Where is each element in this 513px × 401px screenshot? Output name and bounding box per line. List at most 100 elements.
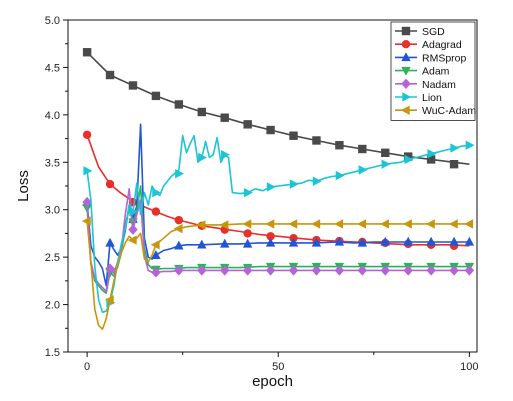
- series-point-rmsprop: [311, 237, 322, 247]
- series-point-wuc-adam: [81, 216, 91, 226]
- series-point-lion: [404, 154, 414, 165]
- series-point-lion: [289, 179, 299, 189]
- series-point-nadam: [128, 224, 138, 235]
- series-point-lion: [83, 166, 93, 176]
- series-point-rmsprop: [105, 237, 115, 247]
- series-point-rmsprop: [449, 236, 459, 246]
- legend-label: WuC-Adam: [422, 105, 476, 117]
- series-point-nadam: [242, 265, 253, 276]
- series-point-nadam: [288, 265, 299, 276]
- y-axis-title: Loss: [15, 170, 32, 202]
- y-tick-label: 3.0: [45, 205, 60, 217]
- series-point-wuc-adam: [150, 240, 160, 250]
- series-point-sgd: [82, 48, 92, 57]
- series-point-lion: [335, 170, 345, 181]
- legend-label: Nadam: [422, 79, 456, 91]
- x-tick-label: 0: [84, 361, 90, 373]
- series-point-wuc-adam: [311, 219, 321, 229]
- series-point-wuc-adam: [448, 219, 458, 229]
- series-wuc-adam: [81, 216, 474, 331]
- legend-entry-lion: Lion: [395, 92, 442, 104]
- series-nadam: [82, 188, 475, 293]
- legend-entry-rmsprop: RMSprop: [395, 52, 467, 64]
- series-point-sgd: [243, 120, 252, 129]
- legend-label: Adam: [422, 66, 450, 78]
- series-point-nadam: [197, 265, 207, 276]
- series-point-wuc-adam: [173, 223, 183, 234]
- series-point-adagrad: [266, 232, 275, 241]
- legend-swatch-marker: [401, 78, 411, 89]
- series-point-rmsprop: [426, 236, 436, 246]
- series-point-wuc-adam: [334, 219, 344, 229]
- series-point-nadam: [449, 265, 459, 276]
- series-point-sgd: [358, 144, 367, 154]
- series-point-sgd: [449, 159, 459, 169]
- series-point-wuc-adam: [196, 220, 206, 230]
- series-point-rmsprop: [288, 237, 299, 247]
- series-point-wuc-adam: [357, 219, 367, 229]
- series-point-wuc-adam: [288, 219, 298, 229]
- series-point-wuc-adam: [425, 219, 435, 229]
- series-point-sgd: [289, 131, 298, 140]
- series-point-sgd: [403, 152, 413, 161]
- series-point-wuc-adam: [127, 235, 137, 245]
- series-point-adagrad: [82, 130, 92, 139]
- series-point-lion: [243, 187, 253, 198]
- series-point-adagrad: [105, 179, 115, 189]
- legend-entry-adam: Adam: [395, 66, 450, 78]
- series-point-nadam: [426, 265, 436, 276]
- legend-swatch-marker: [402, 92, 412, 102]
- series-point-sgd: [220, 113, 229, 122]
- series-point-rmsprop: [334, 236, 345, 246]
- series-point-sgd: [426, 155, 436, 164]
- series-point-sgd: [197, 107, 206, 117]
- legend-entry-nadam: Nadam: [395, 78, 456, 91]
- series-point-lion: [175, 168, 185, 179]
- x-axis-title: epoch: [252, 373, 293, 390]
- series-point-sgd: [381, 148, 390, 157]
- legend-label: RMSprop: [422, 52, 467, 64]
- series-point-adagrad: [151, 207, 161, 216]
- series-point-lion: [450, 143, 460, 153]
- series-point-nadam: [174, 265, 184, 276]
- legend-entry-adagrad: Adagrad: [395, 39, 462, 51]
- series-point-wuc-adam: [464, 219, 474, 229]
- series-point-lion: [358, 165, 368, 175]
- y-tick-label: 5.0: [45, 15, 60, 27]
- series-point-rmsprop: [357, 237, 368, 247]
- series-point-rmsprop: [220, 238, 230, 248]
- series-point-sgd: [151, 91, 161, 101]
- y-tick-label: 2.5: [45, 252, 60, 264]
- series-point-sgd: [312, 136, 321, 145]
- series-point-nadam: [220, 265, 230, 276]
- series-point-lion: [198, 152, 207, 163]
- series-lion: [83, 134, 475, 314]
- series-point-wuc-adam: [402, 219, 412, 229]
- series-point-lion: [266, 182, 276, 192]
- series-point-nadam: [380, 265, 390, 276]
- series-point-wuc-adam: [219, 220, 229, 230]
- series-point-rmsprop: [151, 250, 161, 259]
- series-line-wuc-adam: [86, 221, 470, 331]
- x-tick-label: 100: [460, 361, 478, 373]
- legend-swatch-marker: [401, 40, 411, 49]
- series-point-wuc-adam: [265, 219, 275, 229]
- series-point-sgd: [128, 81, 138, 90]
- series-point-wuc-adam: [242, 219, 252, 229]
- series-point-sgd: [105, 70, 115, 80]
- series-point-sgd: [335, 141, 344, 150]
- legend-label: Adagrad: [422, 39, 462, 51]
- series-point-rmsprop: [464, 236, 475, 246]
- series-point-nadam: [403, 265, 413, 276]
- series-point-wuc-adam: [380, 219, 389, 229]
- y-tick-label: 2.0: [45, 300, 60, 312]
- series-point-nadam: [151, 267, 161, 278]
- legend-swatch-marker: [400, 105, 410, 115]
- series-point-sgd: [174, 100, 184, 109]
- y-tick-label: 4.5: [45, 62, 60, 74]
- x-tick-label: 50: [272, 361, 284, 373]
- series-point-lion: [381, 159, 391, 169]
- series-point-nadam: [265, 265, 276, 276]
- series-point-lion: [427, 149, 437, 159]
